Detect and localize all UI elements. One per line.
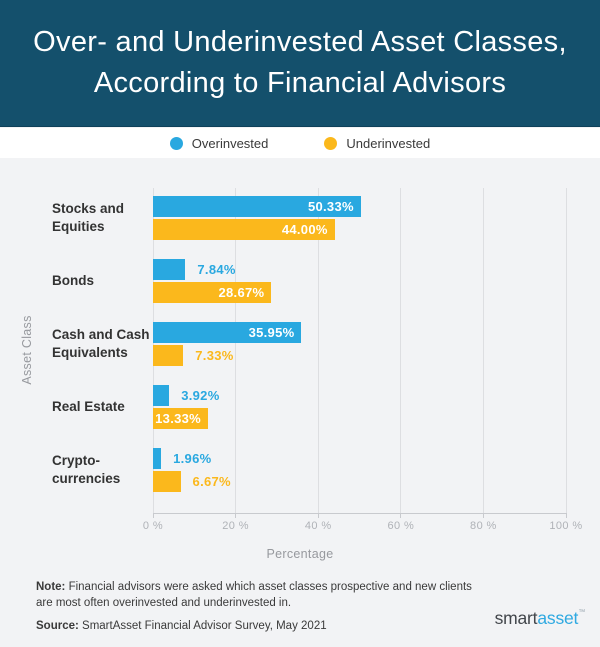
value-label-overinvested-0: 50.33% [307,199,354,214]
value-label-overinvested-1: 7.84% [197,262,236,277]
tick-mark-20 [235,513,237,518]
tick-mark-100 [565,513,567,518]
tick-label-0: 0 % [142,520,164,532]
gridline-40 [317,188,319,513]
x-axis-line [153,513,567,514]
legend: Overinvested Underinvested [0,128,600,158]
tick-mark-80 [482,513,484,518]
tick-label-80: 80 % [470,520,497,532]
category-label-2: Cash and Cash Equivalents [52,327,150,360]
smartasset-logo: smartasset™ [494,608,586,629]
value-label-overinvested-2: 35.95% [248,325,295,340]
source-body: SmartAsset Financial Advisor Survey, May… [78,620,327,632]
tick-label-20: 20 % [222,520,249,532]
tick-label-100: 100 % [549,520,583,532]
category-label-1: Bonds [52,273,94,288]
tick-label-60: 60 % [387,520,415,532]
bar-group-4: Crypto- currencies 1.96% 6.67% [52,440,566,503]
note-label: Note: [36,581,66,593]
bar-group-3: Real Estate 3.92% 13.33% [52,377,566,440]
gridline-60 [400,188,402,513]
category-label-0: Stocks and Equities [52,201,125,234]
source-text: Source: SmartAsset Financial Advisor Sur… [36,619,486,634]
value-label-underinvested-0: 44.00% [281,222,328,237]
legend-label-overinvested: Overinvested [191,135,269,151]
value-label-overinvested-3: 3.92% [181,388,220,403]
y-axis-title: Asset Class [20,315,34,385]
chart-region: Asset Class Stocks and Equities 50.33% 44.… [0,158,600,647]
bar-overinvested-1: 7.84% [153,259,235,280]
bar-underinvested-0: 44.00% [153,219,335,240]
category-label-3: Real Estate [52,399,125,414]
gridline-20 [235,188,237,513]
value-label-underinvested-4: 6.67% [192,474,231,489]
legend-item-overinvested: Overinvested [169,135,269,151]
bar-overinvested-4: 1.96% [153,448,211,469]
bar-overinvested-2: 35.95% [153,322,302,343]
logo-smart-text: smart [494,608,538,628]
legend-label-underinvested: Underinvested [346,135,431,151]
gridline-80 [482,188,484,513]
header: Over- and Underinvested Asset Classes, A… [0,0,600,127]
trademark-icon: ™ [578,609,585,616]
gridline-100 [565,188,567,513]
x-axis-title: Percentage [266,547,334,561]
bar-underinvested-4: 6.67% [153,471,231,492]
tick-mark-0 [152,513,154,518]
page-title-line1: Over- and Underinvested Asset Classes, [33,26,567,58]
tick-mark-60 [400,513,402,518]
category-label-4: Crypto- currencies [52,453,121,486]
bar-underinvested-3: 13.33% [153,408,209,429]
value-label-overinvested-4: 1.96% [173,451,212,466]
value-label-underinvested-3: 13.33% [155,411,202,426]
rows: Stocks and Equities 50.33% 44.00% Bonds 7.84… [52,188,566,503]
bar-group-2: Cash and Cash Equivalents 35.95% 7.33% [52,314,566,377]
bar-underinvested-2: 7.33% [153,345,233,366]
note-body: Financial advisors were asked which asse… [36,581,472,609]
underinvested-dot-icon [324,136,338,150]
tick-mark-40 [317,513,319,518]
bar-group-0: Stocks and Equities 50.33% 44.00% [52,188,566,251]
bar-group-1: Bonds 7.84% 28.67% [52,251,566,314]
overinvested-dot-icon [169,136,183,150]
logo-asset-text: asset [537,608,579,628]
tick-label-40: 40 % [304,520,332,532]
value-label-underinvested-1: 28.67% [218,285,265,300]
value-label-underinvested-2: 7.33% [195,348,234,363]
bar-overinvested-3: 3.92% [153,385,219,406]
note-text: Note: Financial advisors were asked whic… [36,580,486,611]
plot: Stocks and Equities 50.33% 44.00% Bonds 7.84… [52,188,582,532]
bar-overinvested-0: 50.33% [153,196,361,217]
page-title-line2: According to Financial Advisors [93,67,507,99]
source-label: Source: [36,620,79,632]
bar-underinvested-1: 28.67% [153,282,272,303]
legend-item-underinvested: Underinvested [324,136,430,151]
